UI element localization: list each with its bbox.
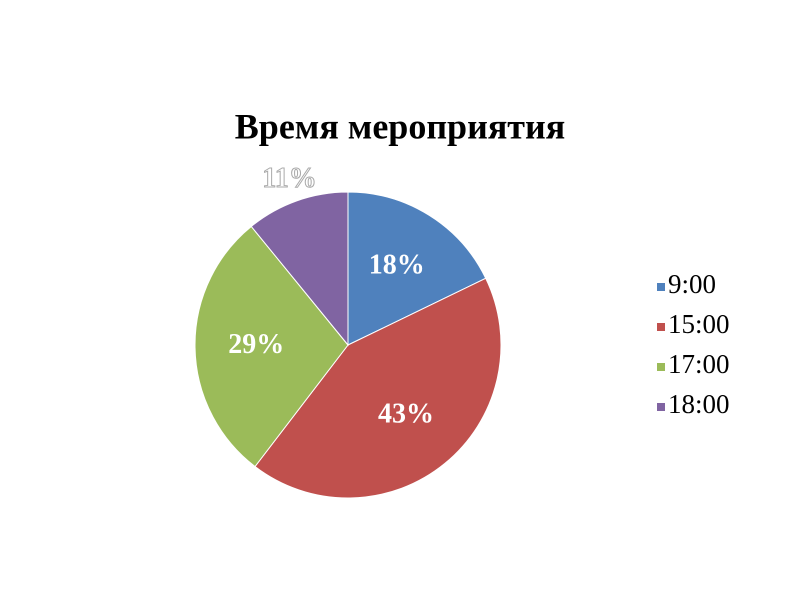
legend-label: 9:00 xyxy=(668,269,716,299)
data-label: 18% xyxy=(369,250,425,281)
data-label: 11% xyxy=(262,163,316,194)
legend-label: 18:00 xyxy=(668,389,730,419)
legend-marker xyxy=(657,363,665,371)
pie-slice xyxy=(250,191,349,347)
legend-label: 17:00 xyxy=(668,349,730,379)
legend-marker xyxy=(657,283,665,291)
pie-slice xyxy=(347,191,487,346)
legend-label: 15:00 xyxy=(668,309,730,339)
pie-slice xyxy=(254,277,502,499)
legend-marker xyxy=(657,323,665,331)
chart-title: Время мероприятия xyxy=(235,106,565,146)
legend-marker xyxy=(657,403,665,411)
data-label: 43% xyxy=(378,399,434,430)
pie-slice xyxy=(194,225,349,468)
data-label: 29% xyxy=(228,329,284,360)
